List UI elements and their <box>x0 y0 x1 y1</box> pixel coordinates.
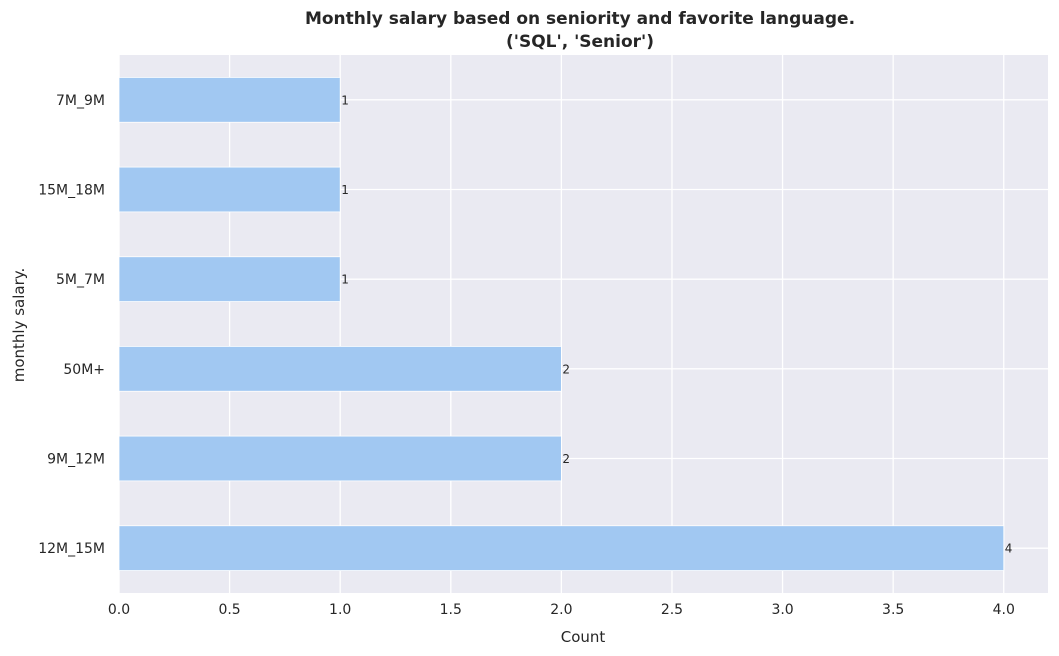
bar-labels: 1 1 1 2 2 4 <box>341 93 1012 555</box>
x-tick-label: 0.5 <box>218 602 240 618</box>
x-tick-label: 2.0 <box>550 602 572 618</box>
y-tick-label: 15M_18M <box>38 183 105 199</box>
y-tick-label: 7M_9M <box>56 93 105 109</box>
x-tick-label: 1.0 <box>329 602 351 618</box>
bar <box>118 435 562 482</box>
bar-value-label: 2 <box>562 362 570 376</box>
x-tick-label: 2.5 <box>661 602 683 618</box>
bar <box>118 77 341 123</box>
bar-value-label: 4 <box>1005 542 1013 556</box>
y-axis-label: monthly salary. <box>10 268 28 383</box>
x-tick-label: 3.0 <box>771 602 793 618</box>
chart-title: Monthly salary based on seniority and fa… <box>305 9 855 29</box>
x-tick-labels: 0.0 0.5 1.0 1.5 2.0 2.5 3.0 3.5 4.0 <box>108 602 1015 618</box>
x-tick-label: 1.5 <box>440 602 462 618</box>
x-tick-label: 0.0 <box>108 602 130 618</box>
bar <box>118 346 562 392</box>
y-tick-label: 9M_12M <box>47 452 105 468</box>
bar <box>118 256 341 302</box>
bar-value-label: 2 <box>562 452 570 466</box>
bars <box>118 77 1005 571</box>
y-tick-label: 12M_15M <box>38 541 105 557</box>
y-tick-label: 50M+ <box>63 362 105 378</box>
plot-area <box>119 55 1048 593</box>
x-axis-label: Count <box>561 628 606 646</box>
bar <box>118 166 341 213</box>
chart-subtitle: ('SQL', 'Senior') <box>506 32 654 52</box>
bar <box>118 525 1005 571</box>
y-tick-labels: 7M_9M 15M_18M 5M_7M 50M+ 9M_12M 12M_15M <box>38 93 105 557</box>
y-tick-label: 5M_7M <box>56 272 105 288</box>
x-tick-label: 4.0 <box>993 602 1015 618</box>
x-tick-label: 3.5 <box>882 602 904 618</box>
bar-value-label: 1 <box>341 183 349 197</box>
bar-value-label: 1 <box>341 273 349 287</box>
bar-value-label: 1 <box>341 93 349 107</box>
